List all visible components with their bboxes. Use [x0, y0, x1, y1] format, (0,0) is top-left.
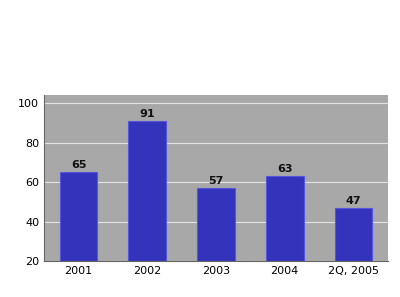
Text: 63: 63	[277, 164, 292, 174]
Text: 91: 91	[140, 109, 155, 119]
Bar	[128, 121, 166, 261]
Text: MONEY LAUNDERING
CONVICTIONS/
PRETRIAL DIVERSIONS: MONEY LAUNDERING CONVICTIONS/ PRETRIAL D…	[137, 23, 295, 72]
Bar	[334, 208, 372, 261]
Text: 57: 57	[208, 176, 224, 186]
Bar	[266, 176, 304, 261]
Bar	[197, 188, 235, 261]
Text: 47: 47	[346, 196, 361, 206]
Bar	[60, 172, 98, 261]
Text: 65: 65	[71, 160, 86, 170]
